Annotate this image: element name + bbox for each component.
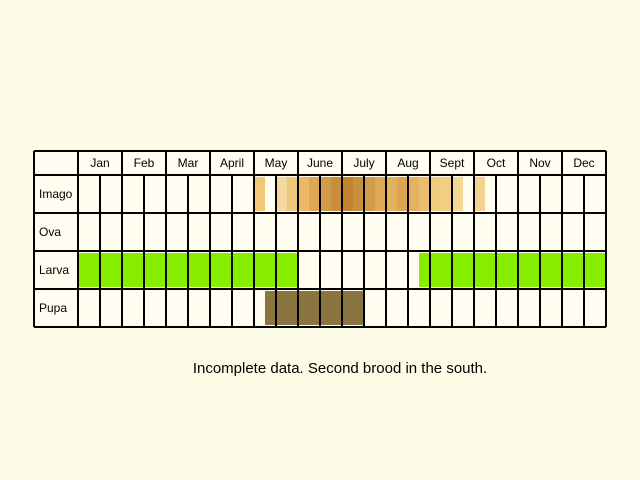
larva-bar-week-41 xyxy=(518,253,529,287)
larva-bar-week-17 xyxy=(254,253,265,287)
larva-bar-week-42 xyxy=(529,253,540,287)
larva-bar-week-35 xyxy=(452,253,463,287)
larva-bar-week-36 xyxy=(463,253,474,287)
imago-bar-week-28 xyxy=(375,177,386,211)
pupa-bar-week-23 xyxy=(320,291,331,325)
larva-bar-week-33 xyxy=(430,253,441,287)
larva-bar-week-6 xyxy=(133,253,144,287)
larva-bar-week-34 xyxy=(441,253,452,287)
pupa-bar-week-21 xyxy=(298,291,309,325)
imago-bar-week-24 xyxy=(331,177,342,211)
imago-bar-week-35 xyxy=(452,177,463,211)
month-label-may: May xyxy=(265,156,288,170)
imago-bar-week-37 xyxy=(474,177,485,211)
larva-bar-week-8 xyxy=(155,253,166,287)
larva-bar-week-7 xyxy=(144,253,155,287)
larva-bar-week-12 xyxy=(199,253,210,287)
larva-bar-week-2 xyxy=(89,253,100,287)
month-label-feb: Feb xyxy=(134,156,155,170)
month-label-aug: Aug xyxy=(397,156,418,170)
larva-bar-week-19 xyxy=(276,253,287,287)
larva-bar-week-5 xyxy=(122,253,133,287)
row-label-ova: Ova xyxy=(39,225,61,239)
larva-bar-week-46 xyxy=(573,253,584,287)
larva-bar-week-15 xyxy=(232,253,243,287)
imago-bar-week-30 xyxy=(397,177,408,211)
pupa-bar-week-20 xyxy=(287,291,298,325)
larva-bar-week-4 xyxy=(111,253,122,287)
imago-bar-week-33 xyxy=(430,177,441,211)
larva-bar-week-18 xyxy=(265,253,276,287)
imago-bar-week-17 xyxy=(254,177,265,211)
row-label-larva: Larva xyxy=(39,263,69,277)
larva-bar-week-39 xyxy=(496,253,507,287)
imago-bar-week-25 xyxy=(342,177,353,211)
month-label-nov: Nov xyxy=(529,156,550,170)
larva-bar-week-32 xyxy=(419,253,430,287)
month-label-oct: Oct xyxy=(487,156,506,170)
month-label-june: June xyxy=(307,156,333,170)
larva-bar-week-44 xyxy=(551,253,562,287)
imago-bar-week-20 xyxy=(287,177,298,211)
imago-bar-week-26 xyxy=(353,177,364,211)
larva-bar-week-20 xyxy=(287,253,298,287)
imago-bar-week-31 xyxy=(408,177,419,211)
month-label-dec: Dec xyxy=(573,156,594,170)
row-label-imago: Imago xyxy=(39,187,73,201)
imago-bar-week-19 xyxy=(276,177,287,211)
larva-bar-week-43 xyxy=(540,253,551,287)
larva-bar-week-16 xyxy=(243,253,254,287)
larva-bar-week-37 xyxy=(474,253,485,287)
larva-bar-week-13 xyxy=(210,253,221,287)
month-label-mar: Mar xyxy=(178,156,199,170)
imago-bar-week-27 xyxy=(364,177,375,211)
larva-bar-week-48 xyxy=(595,253,606,287)
larva-bar-week-47 xyxy=(584,253,595,287)
month-label-july: July xyxy=(353,156,374,170)
larva-bar-week-38 xyxy=(485,253,496,287)
row-label-pupa: Pupa xyxy=(39,301,67,315)
imago-bar-week-22 xyxy=(309,177,320,211)
larva-bar-week-11 xyxy=(188,253,199,287)
pupa-bar-week-19 xyxy=(276,291,287,325)
larva-bar-week-14 xyxy=(221,253,232,287)
larva-bar-week-9 xyxy=(166,253,177,287)
pupa-bar-week-25 xyxy=(342,291,353,325)
month-label-sept: Sept xyxy=(440,156,465,170)
larva-bar-week-1 xyxy=(78,253,89,287)
pupa-bar-week-26 xyxy=(353,291,364,325)
imago-bar-week-23 xyxy=(320,177,331,211)
larva-bar-week-3 xyxy=(100,253,111,287)
larva-bar-week-10 xyxy=(177,253,188,287)
imago-bar-week-21 xyxy=(298,177,309,211)
pupa-bar-week-24 xyxy=(331,291,342,325)
pupa-bar-week-18 xyxy=(265,291,276,325)
chart-caption: Incomplete data. Second brood in the sou… xyxy=(192,360,488,377)
larva-bar-week-40 xyxy=(507,253,518,287)
imago-bar-week-32 xyxy=(419,177,430,211)
larva-bar-week-45 xyxy=(562,253,573,287)
month-label-april: April xyxy=(220,156,244,170)
imago-bar-week-34 xyxy=(441,177,452,211)
imago-bar-week-29 xyxy=(386,177,397,211)
pupa-bar-week-22 xyxy=(309,291,320,325)
month-label-jan: Jan xyxy=(90,156,109,170)
